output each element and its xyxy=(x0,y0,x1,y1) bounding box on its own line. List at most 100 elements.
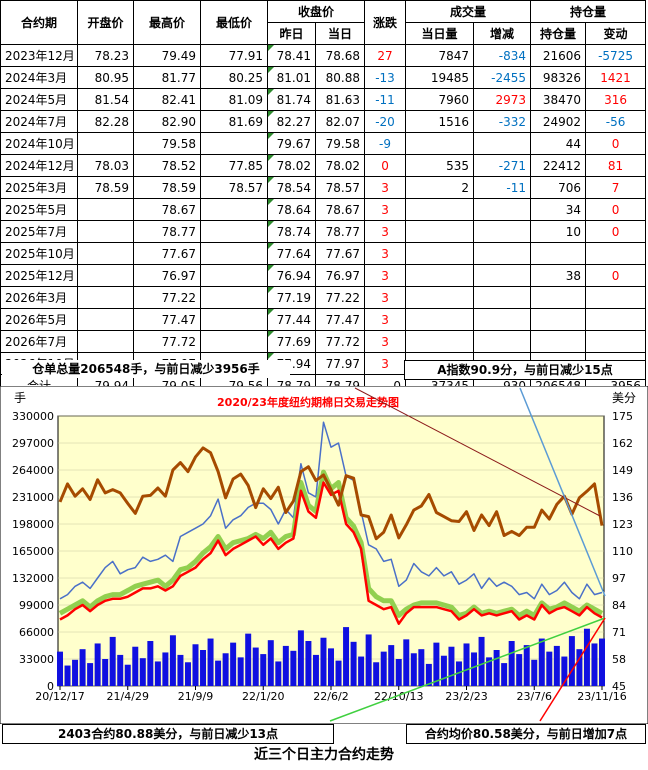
cell-close: 77.97 xyxy=(314,352,366,375)
cell-high: 77.47 xyxy=(133,308,201,331)
cell-high: 76.97 xyxy=(133,264,201,287)
cell-open-interest xyxy=(530,308,587,331)
volume-bar xyxy=(124,664,131,686)
trend-line-blue xyxy=(519,387,606,597)
cell-prev-close: 78.74 xyxy=(267,220,316,243)
volume-bar xyxy=(561,656,568,686)
x-tick-label: 22/6/2 xyxy=(313,690,348,703)
table-row: 2026年7月 77.72 77.69 77.72 3 xyxy=(0,330,647,353)
cell-volume-change: -271 xyxy=(473,154,532,177)
y-right-tick-label: 84 xyxy=(612,599,626,612)
cell-change: 3 xyxy=(364,308,407,331)
cell-volume-change xyxy=(473,198,532,221)
cell-close: 82.07 xyxy=(314,110,366,133)
cell-prev-close: 78.02 xyxy=(267,154,316,177)
table-row: 2023年12月 78.23 79.49 77.91 78.41 78.68 27 7847-… xyxy=(0,44,647,67)
y-left-tick-label: 330000 xyxy=(12,410,54,423)
volume-bar xyxy=(365,634,372,686)
cell-oi-change: 81 xyxy=(585,154,647,177)
cell-open: 80.95 xyxy=(77,66,134,89)
cell-low: 81.69 xyxy=(200,110,268,133)
cell-change: -11 xyxy=(364,88,407,111)
volume-bar xyxy=(471,652,478,686)
cell-volume-change: 2973 xyxy=(473,88,532,111)
volume-bar xyxy=(516,654,523,686)
volume-bar xyxy=(591,643,598,686)
cell-contract: 2024年7月 xyxy=(0,110,78,133)
cell-oi-change: -5725 xyxy=(585,44,647,67)
cell-close: 80.88 xyxy=(314,66,366,89)
trend-line-green xyxy=(329,617,606,722)
volume-bar xyxy=(79,649,86,686)
volume-bar xyxy=(72,659,79,686)
cell-contract: 2023年12月 xyxy=(0,44,78,67)
average-price-note: 合约均价80.58美分，与前日增加7点 xyxy=(406,724,646,744)
cell-low xyxy=(200,132,268,155)
cell-oi-change: 0 xyxy=(585,132,647,155)
series-line-price xyxy=(59,481,603,625)
volume-bar xyxy=(215,660,222,686)
table-row: 2025年10月 77.67 77.64 77.67 3 xyxy=(0,242,647,265)
cell-change: 3 xyxy=(364,264,407,287)
cell-low: 78.57 xyxy=(200,176,268,199)
cell-change: -9 xyxy=(364,132,407,155)
volume-bar xyxy=(531,659,538,686)
cell-low xyxy=(200,308,268,331)
cell-low xyxy=(200,242,268,265)
cell-open xyxy=(77,264,134,287)
cell-prev-close: 77.69 xyxy=(267,330,316,353)
cell-high: 78.67 xyxy=(133,198,201,221)
cell-open: 81.54 xyxy=(77,88,134,111)
volume-bar xyxy=(493,650,500,686)
cell-low: 77.85 xyxy=(200,154,268,177)
cell-high: 77.72 xyxy=(133,330,201,353)
cell-close: 78.77 xyxy=(314,220,366,243)
chart-title: 2020/23年度纽约期棉日交易走势图 xyxy=(217,395,399,409)
cell-close: 81.63 xyxy=(314,88,366,111)
y-right-tick-label: 97 xyxy=(612,572,626,585)
cell-prev-close: 77.64 xyxy=(267,242,316,265)
header-volume-change: 增减 xyxy=(473,22,532,45)
volume-bar xyxy=(282,645,289,686)
volume-bar xyxy=(184,662,191,686)
cell-contract: 2025年3月 xyxy=(0,176,78,199)
cell-volume-change xyxy=(473,286,532,309)
volume-bar xyxy=(380,651,387,686)
cell-volume-change: -11 xyxy=(473,176,532,199)
cell-oi-change: 0 xyxy=(585,264,647,287)
cell-open xyxy=(77,220,134,243)
cell-volume xyxy=(405,132,475,155)
cell-change: 0 xyxy=(364,154,407,177)
table-row: 2024年7月 82.28 82.90 81.69 82.27 82.07 -20 1516-… xyxy=(0,110,647,133)
volume-bar xyxy=(260,654,267,686)
cell-open xyxy=(77,330,134,353)
cell-prev-close: 79.67 xyxy=(267,132,316,155)
trend-line-red xyxy=(539,617,606,722)
volume-bar xyxy=(290,650,297,686)
y-left-tick-label: 297000 xyxy=(12,437,54,450)
volume-bar xyxy=(267,640,274,686)
table-row: 2025年12月 76.97 76.94 76.97 3 38 0 xyxy=(0,264,647,287)
cell-contract: 2025年5月 xyxy=(0,198,78,221)
table-row: 2025年3月 78.59 78.59 78.57 78.54 78.57 3 2 -11 706… xyxy=(0,176,647,199)
cell-open-interest xyxy=(530,242,587,265)
cell-prev-close: 78.54 xyxy=(267,176,316,199)
table-row: 2024年3月 80.95 81.77 80.25 81.01 80.88 -13 19485… xyxy=(0,66,647,89)
volume-bar xyxy=(57,651,63,686)
volume-bar xyxy=(177,654,184,686)
cell-prev-close: 78.41 xyxy=(267,44,316,67)
contract-2403-note: 2403合约80.88美分，与前日减少13点 xyxy=(2,724,334,744)
y-right-tick-label: 58 xyxy=(612,653,626,666)
cell-change: 3 xyxy=(364,176,407,199)
volume-bar xyxy=(425,663,432,686)
cell-volume xyxy=(405,308,475,331)
chart-caption: 近三个日主力合约走势 xyxy=(254,747,394,763)
cell-close: 78.68 xyxy=(314,44,366,67)
table-row: 2025年5月 78.67 78.64 78.67 3 34 0 xyxy=(0,198,647,221)
cell-volume: 535 xyxy=(405,154,475,177)
y-right-tick-label: 175 xyxy=(612,410,633,423)
cell-low: 80.25 xyxy=(200,66,268,89)
header-oi-change: 变动 xyxy=(585,22,647,45)
volume-bar xyxy=(343,627,350,686)
warehouse-note: 仓单总量206548手，与前日减少3956手 xyxy=(2,360,290,378)
